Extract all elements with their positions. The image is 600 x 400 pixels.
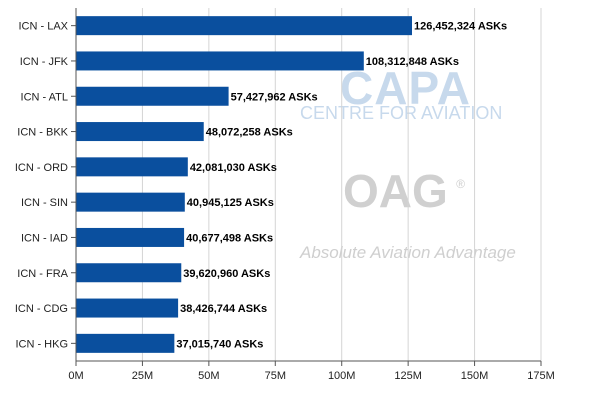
data-label: 126,452,324 ASKs: [414, 21, 507, 33]
bars: [76, 16, 413, 353]
bar: [76, 227, 185, 247]
oag-watermark-registered-mark: ®: [456, 177, 465, 191]
category-label: ICN - ATL: [21, 91, 68, 103]
x-tick-label: 75M: [265, 370, 286, 382]
x-tick-label: 125M: [394, 370, 422, 382]
category-label: ICN - FRA: [17, 268, 68, 280]
bar: [76, 333, 175, 353]
capa-watermark-logo: CAPA: [340, 62, 471, 114]
data-label: 57,427,962 ASKs: [231, 91, 318, 103]
bar: [76, 298, 179, 318]
category-label: ICN - BKK: [17, 127, 68, 139]
data-label: 40,677,498 ASKs: [186, 232, 273, 244]
x-tick-label: 50M: [198, 370, 219, 382]
data-label: 108,312,848 ASKs: [366, 56, 459, 68]
bar: [76, 51, 364, 71]
oag-watermark-logo: OAG: [343, 165, 448, 217]
x-tick-label: 150M: [461, 370, 489, 382]
x-tick-label: 100M: [328, 370, 356, 382]
x-tick-label: 175M: [527, 370, 555, 382]
data-label: 48,072,258 ASKs: [206, 127, 293, 139]
category-label: ICN - HKG: [15, 338, 68, 350]
capa-watermark-subtitle: CENTRE FOR AVIATION: [300, 103, 502, 123]
labels: 0M 25M 50M 75M 100M 125M 150M 175M ICN - LAX 126,…: [15, 21, 555, 382]
bar: [76, 86, 229, 106]
axes: [71, 8, 542, 366]
x-tick-label: 0M: [68, 370, 83, 382]
data-label: 40,945,125 ASKs: [187, 197, 274, 209]
bar: [76, 122, 204, 142]
bar: [76, 16, 413, 36]
x-tick-label: 25M: [132, 370, 153, 382]
data-label: 39,620,960 ASKs: [183, 268, 270, 280]
category-label: ICN - LAX: [18, 21, 68, 33]
category-label: ICN - ORD: [15, 162, 68, 174]
data-label: 37,015,740 ASKs: [176, 338, 263, 350]
category-label: ICN - SIN: [21, 197, 68, 209]
category-label: ICN - IAD: [21, 232, 68, 244]
watermark: CAPA CENTRE FOR AVIATION OAG ® Absolute …: [299, 62, 516, 262]
data-label: 38,426,744 ASKs: [180, 303, 267, 315]
bar: [76, 157, 188, 177]
oag-watermark-tagline: Absolute Aviation Advantage: [299, 243, 516, 262]
category-label: ICN - CDG: [15, 303, 68, 315]
category-label: ICN - JFK: [20, 56, 69, 68]
bar: [76, 263, 182, 283]
bar: [76, 192, 185, 212]
data-label: 42,081,030 ASKs: [190, 162, 277, 174]
